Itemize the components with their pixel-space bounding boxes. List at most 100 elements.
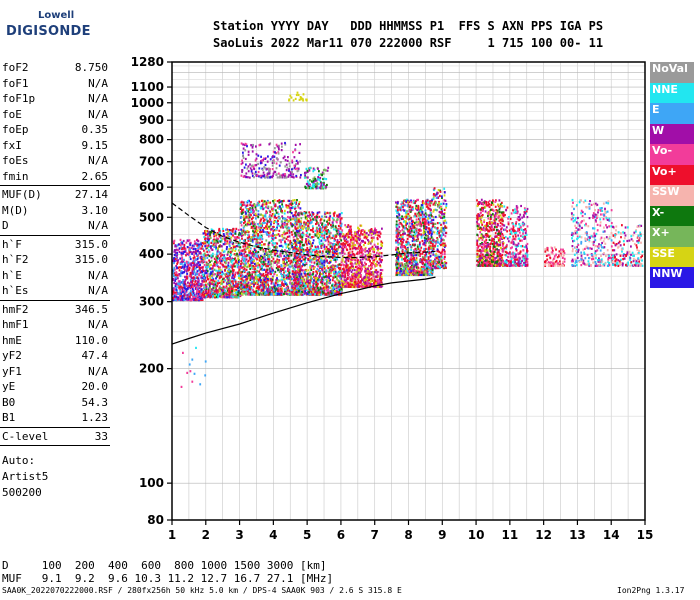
echo-point <box>240 279 243 282</box>
echo-point <box>306 285 309 288</box>
echo-point <box>320 246 323 249</box>
echo-point <box>309 218 312 221</box>
param-label: C-level <box>2 429 49 443</box>
echo-point <box>252 254 255 257</box>
echo-point <box>202 232 205 235</box>
echo-point <box>218 270 221 274</box>
echo-point <box>318 255 320 258</box>
echo-point <box>280 272 282 276</box>
echo-point <box>298 225 301 228</box>
echo-point <box>303 280 306 283</box>
echo-point <box>282 260 285 263</box>
echo-point <box>234 249 237 252</box>
echo-point <box>232 280 234 283</box>
echo-point <box>246 209 248 212</box>
echo-point <box>265 203 268 206</box>
echo-point <box>318 215 321 218</box>
echo-point <box>211 248 214 251</box>
echo-point <box>211 291 213 294</box>
echo-point <box>305 269 308 272</box>
echo-point <box>260 255 262 258</box>
echo-point <box>314 229 317 232</box>
echo-point <box>320 265 323 269</box>
echo-point <box>207 241 210 244</box>
echo-point <box>296 238 299 241</box>
echo-point <box>241 229 243 233</box>
echo-point <box>292 267 295 270</box>
echo-point <box>303 226 306 229</box>
echo-point <box>246 284 249 287</box>
echo-point <box>237 244 240 247</box>
echo-point <box>312 249 314 252</box>
auto-label: Auto: <box>2 454 36 467</box>
echo-point <box>231 242 234 245</box>
echo-point <box>296 266 299 269</box>
echo-point <box>198 266 201 269</box>
echo-point <box>215 246 217 249</box>
echo-point <box>292 270 295 273</box>
echo-point <box>226 287 228 290</box>
echo-point <box>299 236 302 239</box>
echo-point <box>274 283 277 286</box>
echo-point <box>271 278 274 281</box>
echo-point <box>331 221 334 224</box>
echo-point <box>226 296 228 299</box>
echo-point <box>287 288 290 292</box>
echo-point <box>300 266 303 270</box>
echo-point <box>322 225 324 228</box>
echo-point <box>221 249 224 252</box>
echo-point <box>243 217 246 220</box>
echo-point <box>311 258 314 261</box>
echo-point <box>288 271 291 274</box>
echo-point <box>205 292 208 295</box>
echo-point <box>196 239 199 242</box>
echo-point <box>319 291 321 294</box>
echo-point <box>205 295 208 298</box>
echo-point <box>258 200 261 203</box>
echo-point <box>286 257 289 260</box>
echo-point <box>338 263 341 266</box>
echo-point <box>248 199 250 202</box>
echo-point <box>288 269 291 272</box>
echo-point <box>180 292 183 295</box>
echo-point <box>247 210 250 213</box>
echo-point <box>239 292 242 295</box>
param-value: N/A <box>88 268 108 282</box>
echo-point <box>287 255 290 258</box>
echo-point <box>231 257 234 260</box>
echo-point <box>248 219 251 222</box>
echo-point <box>254 225 257 228</box>
echo-point <box>234 273 237 276</box>
echo-point <box>185 268 188 271</box>
param-value: 33 <box>94 429 108 443</box>
echo-point <box>233 236 236 239</box>
echo-point <box>300 217 303 220</box>
echo-point <box>340 278 343 281</box>
echo-point <box>320 279 323 282</box>
echo-point <box>203 257 206 260</box>
echo-point <box>210 272 213 275</box>
echo-point <box>215 295 218 299</box>
echo-point <box>181 266 184 269</box>
echo-point <box>295 240 298 243</box>
echo-point <box>253 204 256 207</box>
echo-point <box>327 229 329 232</box>
echo-point <box>245 291 248 294</box>
echo-point <box>347 224 350 227</box>
echo-point <box>257 281 259 284</box>
echo-point <box>267 201 270 204</box>
echo-point <box>265 206 267 209</box>
echo-point <box>182 239 185 243</box>
param-label: yF1 <box>2 364 22 378</box>
echo-point <box>249 238 252 241</box>
echo-point <box>190 276 193 279</box>
echo-point <box>205 266 207 269</box>
echo-point <box>241 249 244 252</box>
echo-point <box>289 240 292 243</box>
echo-point <box>255 209 258 212</box>
echo-point <box>214 294 216 297</box>
echo-point <box>258 270 260 273</box>
param-label: h`F <box>2 237 22 251</box>
echo-point <box>279 200 282 203</box>
param-label: hmE <box>2 333 22 347</box>
